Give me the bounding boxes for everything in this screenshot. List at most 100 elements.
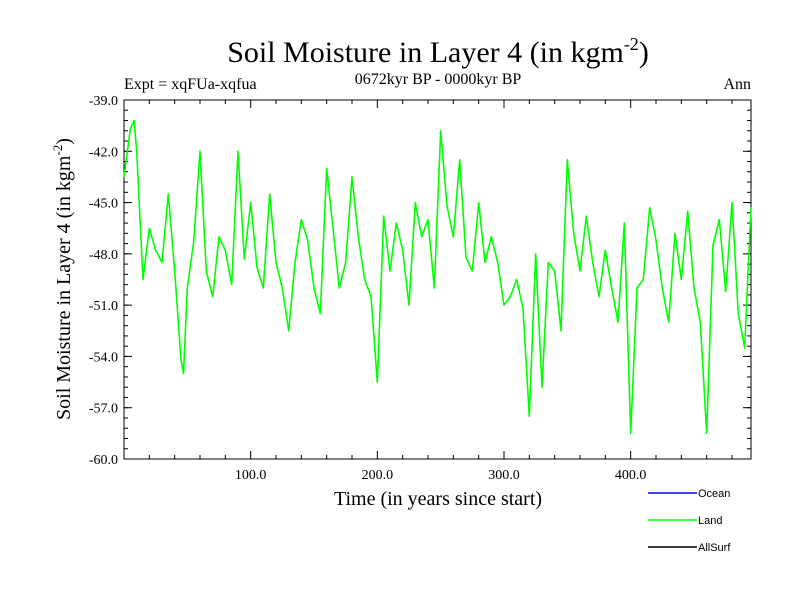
data-point-land	[598, 295, 600, 298]
data-point-land	[136, 150, 138, 152]
data-point-land	[718, 219, 720, 221]
data-point-land	[395, 222, 397, 224]
x-tick-label: 200.0	[362, 468, 394, 483]
data-point-land	[433, 287, 435, 289]
data-point-land	[674, 232, 676, 234]
data-point-land	[693, 287, 695, 289]
data-point-land	[516, 278, 518, 281]
y-axis-label: Soil Moisture in Layer 4 (in kgm-2)	[50, 138, 75, 420]
data-point-land	[478, 201, 480, 204]
y-tick-label: -42.0	[89, 145, 118, 160]
data-point-land	[243, 258, 245, 260]
data-point-land	[402, 249, 404, 252]
data-point-land	[440, 130, 442, 132]
y-tick-label: -45.0	[89, 197, 118, 212]
data-point-land	[357, 236, 359, 238]
y-tick-label: -54.0	[89, 350, 118, 365]
data-point-land	[294, 261, 296, 264]
x-tick-label: 100.0	[235, 468, 267, 483]
data-point-land	[281, 287, 283, 289]
data-point-land	[737, 313, 739, 315]
data-point-land	[687, 210, 689, 212]
data-point-land	[180, 359, 182, 361]
data-point-land	[326, 167, 328, 169]
data-point-land	[383, 215, 385, 217]
data-point-land	[300, 219, 302, 221]
data-point-land	[490, 236, 492, 238]
plot-frame	[123, 99, 752, 460]
series-line-land	[123, 119, 752, 435]
data-point-land	[161, 261, 163, 264]
data-point-land	[212, 295, 214, 298]
data-point-land	[446, 205, 448, 207]
data-point-land	[642, 278, 644, 281]
legend-label-land: Land	[698, 515, 722, 527]
data-point-land	[535, 253, 537, 255]
data-point-land	[699, 321, 701, 323]
legend: Ocean Land AllSurf	[648, 488, 731, 554]
data-point-land	[560, 330, 562, 332]
y-tick-label: -39.0	[89, 94, 118, 109]
experiment-label: Expt = xqFUa-xqfua	[124, 76, 257, 93]
data-point-land	[465, 256, 467, 258]
y-axis-ticks: -39.0 -42.0 -45.0 -48.0 -51.0 -54.0 -57.0 -60.0	[89, 94, 751, 468]
data-point-land	[547, 261, 549, 264]
data-point-land	[541, 386, 543, 388]
data-point-land	[376, 381, 378, 383]
data-point-land	[224, 249, 226, 252]
data-point-land	[256, 266, 258, 269]
season-label: Ann	[723, 76, 751, 93]
data-point-land	[345, 261, 347, 264]
data-point-land	[205, 270, 207, 272]
data-point-land	[237, 150, 239, 152]
data-point-land	[706, 432, 708, 434]
data-point-land	[338, 287, 340, 289]
data-point-land	[655, 239, 657, 241]
data-point-land	[649, 207, 651, 209]
data-point-land	[174, 270, 176, 272]
data-point-land	[484, 261, 486, 264]
y-tick-label: -51.0	[89, 299, 118, 314]
data-point-land	[528, 415, 530, 417]
data-point-land	[712, 244, 714, 246]
data-point-land	[129, 128, 131, 130]
data-point-land	[471, 270, 473, 272]
y-tick-label: -57.0	[89, 402, 118, 417]
data-point-land	[668, 321, 670, 323]
data-point-land	[522, 307, 524, 310]
data-point-land	[218, 236, 220, 238]
y-tick-label: -60.0	[89, 453, 118, 468]
data-point-land	[630, 432, 632, 434]
data-point-land	[167, 193, 169, 195]
data-point-land	[414, 201, 416, 204]
data-point-land	[497, 261, 499, 264]
data-point-land	[592, 261, 594, 264]
data-point-land	[332, 227, 334, 229]
data-point-land	[250, 201, 252, 204]
data-point-land	[427, 219, 429, 221]
x-tick-label: 300.0	[488, 468, 520, 483]
data-point-land	[262, 287, 264, 289]
data-point-land	[182, 372, 185, 375]
data-point-land	[573, 232, 575, 234]
data-point-land	[155, 249, 157, 252]
data-point-land	[389, 270, 391, 272]
data-point-land	[231, 284, 233, 286]
data-point-land	[731, 201, 733, 204]
data-point-land	[133, 119, 135, 122]
data-point-land	[364, 278, 366, 281]
data-point-land	[636, 287, 638, 289]
data-point-land	[661, 287, 663, 289]
data-point-land	[123, 176, 125, 178]
data-point-land	[313, 287, 315, 289]
data-point-land	[623, 222, 625, 224]
data-point-land	[148, 227, 150, 229]
data-point-land	[186, 287, 188, 289]
data-point-land	[370, 295, 372, 298]
y-tick-label: -48.0	[89, 248, 118, 263]
time-range-label: 0672kyr BP - 0000kyr BP	[355, 71, 522, 88]
data-point-land	[509, 295, 511, 298]
x-axis-ticks: 100.0 200.0 300.0 400.0	[148, 100, 733, 483]
data-point-land	[617, 321, 619, 323]
data-point-land	[199, 150, 201, 152]
